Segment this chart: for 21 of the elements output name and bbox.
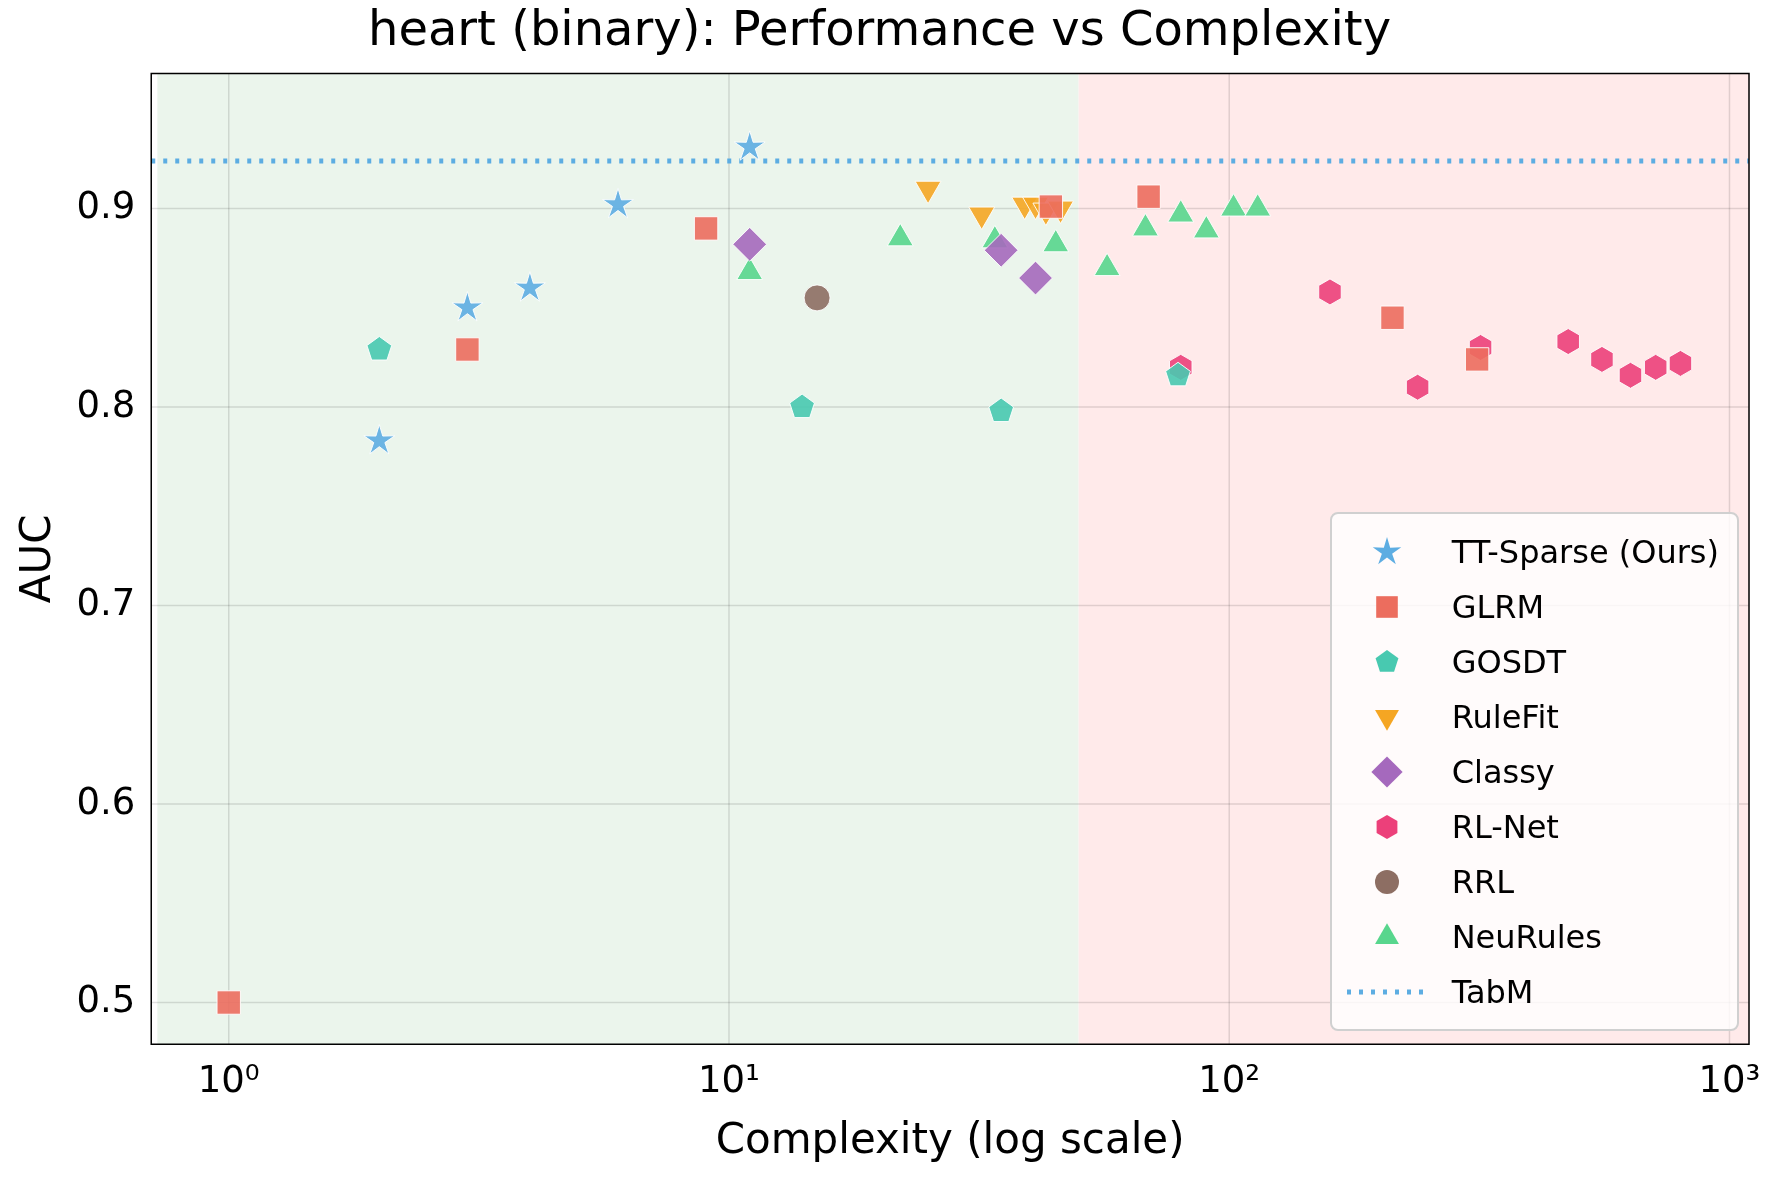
y-tick-label: 0.5 [76, 978, 136, 1022]
y-axis-title: AUC [11, 514, 61, 604]
y-tick-label: 0.9 [76, 184, 136, 228]
x-tick-label: 10¹ [698, 1058, 760, 1102]
legend-label: RuleFit [1451, 697, 1559, 736]
legend-label: TT-Sparse (Ours) [1451, 532, 1719, 571]
legend-label: NeuRules [1451, 917, 1602, 956]
y-tick-label: 0.8 [76, 382, 136, 426]
legend-label: Classy [1451, 752, 1555, 791]
legend-label: RL-Net [1451, 807, 1559, 846]
y-tick-label: 0.7 [76, 581, 136, 625]
x-tick-label: 10² [1198, 1058, 1261, 1102]
legend-label: GLRM [1451, 587, 1545, 626]
x-tick-label: 10³ [1698, 1058, 1761, 1102]
y-tick-label: 0.6 [76, 779, 136, 823]
legend-label: RRL [1451, 862, 1514, 901]
x-tick-label: 10⁰ [197, 1058, 260, 1102]
chart-title: heart (binary): Performance vs Complexity [367, 0, 1392, 57]
legend-label: GOSDT [1451, 642, 1567, 681]
x-axis-title: Complexity (log scale) [715, 1113, 1185, 1163]
legend-label: TabM [1451, 972, 1534, 1011]
